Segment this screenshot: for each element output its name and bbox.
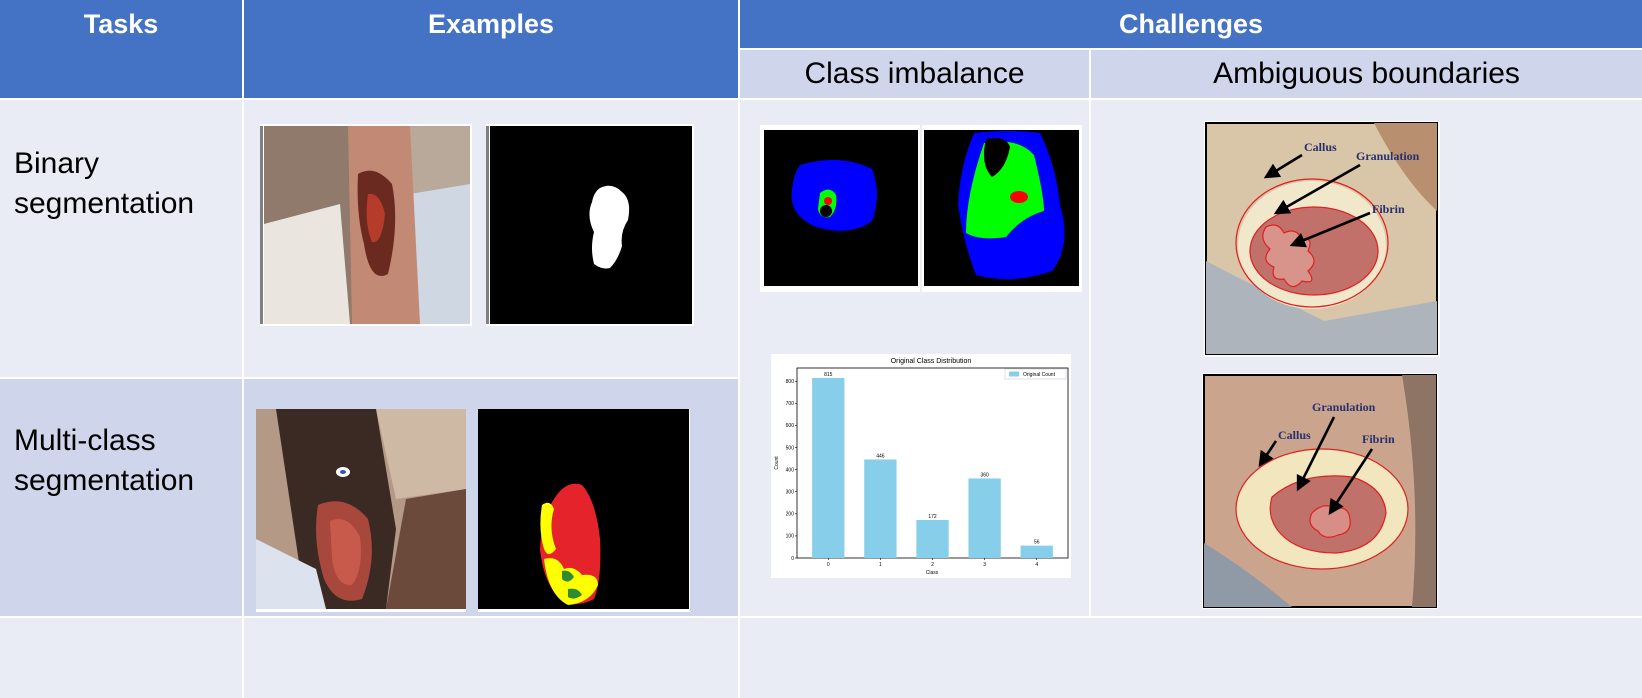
header-tasks-cell: Tasks	[0, 0, 242, 98]
multiclass-wound-photo	[256, 409, 466, 612]
header-challenges: Challenges	[740, 0, 1642, 48]
bar-class-1	[864, 459, 897, 558]
y-tick-label: 0	[791, 556, 794, 562]
chart-legend-label: Original Count	[1023, 372, 1056, 378]
bar-value-label: 446	[876, 453, 885, 459]
empty-row-tasks	[0, 618, 242, 698]
empty-row-challenges	[740, 618, 1642, 698]
chart-title: Original Class Distribution	[891, 358, 972, 365]
ambiguous-boundary-photo-2: Granulation Callus Fibrin	[1202, 373, 1438, 609]
bar-value-label: 172	[928, 514, 937, 520]
binary-wound-photo	[260, 124, 472, 326]
header-tasks: Tasks	[83, 9, 159, 39]
subheader-ambiguous-boundaries: Ambiguous boundaries	[1091, 50, 1642, 98]
chart-xticks: 0 1 2 3 4	[827, 558, 1038, 568]
arrow-callus-1	[1263, 153, 1303, 179]
label-fibrin-1: Fibrin	[1372, 202, 1405, 216]
task-binary-line1: Binary	[14, 147, 100, 180]
row-binary-task-cell: Binary segmentation	[0, 100, 242, 377]
y-tick-label: 500	[786, 445, 795, 451]
ambiguous-boundary-photo-1: Callus Granulation Fibrin	[1204, 121, 1440, 357]
header-examples: Examples	[427, 9, 555, 39]
chart-xlabel: Class	[926, 570, 939, 576]
label-callus-1: Callus	[1304, 140, 1337, 154]
task-multiclass-line1: Multi-class	[14, 424, 156, 457]
label-granulation-1: Granulation	[1356, 149, 1420, 163]
bar-value-label: 56	[1034, 540, 1040, 546]
chart-bars: 815 446 172 360 56	[812, 372, 1053, 558]
label-granulation-2: Granulation	[1312, 400, 1376, 414]
bar-class-4	[1020, 545, 1053, 558]
chart-yticks: 0 100 200 300 400 500 600 700 800	[786, 379, 797, 562]
x-tick-label: 4	[1035, 562, 1038, 568]
bar-class-0	[812, 377, 845, 558]
class-imbalance-mask-1	[760, 125, 920, 292]
class-imbalance-mask-2	[922, 125, 1082, 292]
class-distribution-chart: Original Class Distribution 815446172360…	[771, 354, 1071, 578]
multiclass-mask	[478, 409, 690, 612]
bar-class-2	[916, 520, 949, 558]
binary-mask	[486, 124, 694, 326]
task-label-binary: Binary segmentation	[14, 144, 194, 224]
task-label-multiclass: Multi-class segmentation	[14, 421, 194, 501]
row-multiclass-task-cell: Multi-class segmentation	[0, 379, 242, 616]
subheader-class-imbalance: Class imbalance	[740, 50, 1089, 98]
header-examples-cell: Examples	[244, 0, 738, 98]
y-tick-label: 400	[786, 467, 795, 473]
arrow-fibrin-1	[1289, 211, 1371, 248]
bar-class-3	[968, 478, 1001, 558]
y-tick-label: 600	[786, 423, 795, 429]
chart-ylabel: Count	[774, 456, 780, 470]
bar-value-label: 360	[980, 472, 989, 478]
y-tick-label: 700	[786, 401, 795, 407]
chart-legend-swatch	[1009, 371, 1019, 377]
arrow-callus-2	[1258, 440, 1278, 468]
callus-boundary-1	[1235, 178, 1389, 308]
label-fibrin-2: Fibrin	[1362, 432, 1395, 446]
arrow-fibrin-2	[1328, 448, 1374, 516]
label-callus-2: Callus	[1278, 428, 1311, 442]
x-tick-label: 1	[879, 562, 882, 568]
y-tick-label: 200	[786, 512, 795, 518]
arrow-granulation-1	[1273, 163, 1361, 215]
y-tick-label: 800	[786, 379, 795, 385]
chart-legend: Original Count	[1004, 368, 1067, 380]
x-tick-label: 3	[983, 562, 986, 568]
callus-boundary-2	[1235, 448, 1409, 570]
y-tick-label: 100	[786, 534, 795, 540]
empty-row-examples	[244, 618, 738, 698]
x-tick-label: 0	[827, 562, 830, 568]
task-binary-line2: segmentation	[14, 187, 195, 220]
x-tick-label: 2	[931, 562, 934, 568]
bar-value-label: 815	[824, 372, 833, 378]
arrow-granulation-2	[1296, 416, 1336, 492]
y-tick-label: 300	[786, 490, 795, 496]
task-multiclass-line2: segmentation	[14, 464, 195, 497]
